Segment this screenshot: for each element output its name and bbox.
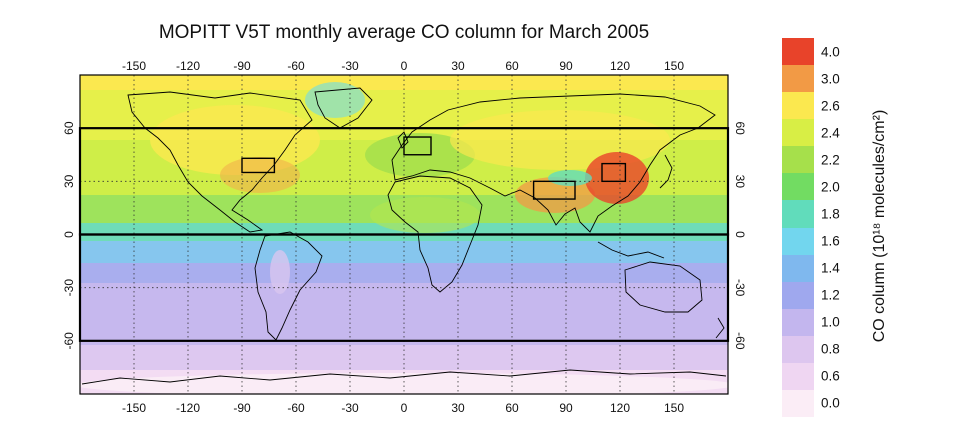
- tick-label: 150: [664, 401, 684, 415]
- coastline-africa: [387, 175, 483, 293]
- colorbar-label: 0.6: [821, 368, 840, 384]
- coastline-antarctica: [81, 369, 727, 385]
- colorbar-label: 0.8: [821, 341, 840, 357]
- colorbar-swatch: [782, 119, 814, 147]
- hotspot-north-america: [150, 105, 320, 175]
- hotspot-africa: [370, 197, 480, 233]
- tick-label: -120: [176, 401, 200, 415]
- tick-label: -120: [176, 59, 200, 73]
- tick-label: -60: [733, 332, 747, 350]
- tick-label: 30: [451, 401, 465, 415]
- tick-label: -90: [233, 401, 251, 415]
- coastline-greenland: [314, 87, 373, 129]
- antarctica-low: [80, 373, 728, 394]
- lon-ticks-bottom: -150 -120 -90 -60 -30 0 30 60 90 120 150: [122, 401, 684, 415]
- coastline-indonesia: [597, 241, 665, 259]
- coastline-eurasia: [391, 93, 716, 233]
- colorbar-label: 2.2: [821, 152, 840, 168]
- tick-label: 60: [505, 401, 519, 415]
- tick-label: 150: [664, 59, 684, 73]
- colorbar-label: 1.6: [821, 233, 840, 249]
- tick-label: -30: [733, 279, 747, 297]
- colorbar-swatch: [782, 146, 814, 174]
- tick-label: 60: [62, 121, 76, 135]
- band-arctic: [80, 75, 728, 90]
- band-high-south: [80, 345, 728, 370]
- tick-label: -60: [287, 401, 305, 415]
- hotspot-china: [585, 152, 649, 204]
- latitude-band-box: [78, 233, 730, 342]
- tick-label: 90: [559, 401, 573, 415]
- tick-label: -30: [341, 59, 359, 73]
- tick-label: 120: [610, 59, 630, 73]
- colorbar-label: 1.4: [821, 260, 840, 276]
- tick-label: -150: [122, 59, 146, 73]
- tick-label: -30: [62, 279, 76, 297]
- region-box: [403, 136, 432, 156]
- tick-label: 90: [559, 59, 573, 73]
- tick-label: 120: [610, 401, 630, 415]
- greenland-low: [305, 82, 365, 118]
- lon-ticks-top: -150 -120 -90 -60 -30 0 30 60 90 120 150: [122, 59, 684, 73]
- colorbar-swatch: [782, 362, 814, 391]
- colorbar-label: 1.0: [821, 314, 840, 330]
- region-box: [601, 162, 627, 183]
- coastlines: [81, 87, 727, 385]
- tick-label: -60: [287, 59, 305, 73]
- colorbar-label: 1.8: [821, 206, 840, 222]
- tick-label: 0: [401, 59, 408, 73]
- tick-label: 60: [733, 121, 747, 135]
- coastline-japan: [659, 154, 673, 189]
- lat-ticks-right: 60 30 0 -30 -60: [733, 121, 747, 349]
- coastline-new-zealand: [715, 317, 725, 339]
- tick-label: 30: [62, 174, 76, 188]
- region-boxes: [241, 136, 627, 200]
- colorbar-label: 1.2: [821, 287, 840, 303]
- colorbar-label: 2.4: [821, 125, 840, 141]
- tick-label: 60: [505, 59, 519, 73]
- colorbar-swatch: [782, 227, 814, 256]
- colorbar-swatch: [782, 308, 814, 337]
- tibet-low: [548, 170, 592, 186]
- colorbar-label: 2.6: [821, 98, 840, 114]
- colorbar-swatch: [782, 281, 814, 310]
- tick-label: -90: [233, 59, 251, 73]
- coastline-south-america: [254, 231, 323, 341]
- colorbar-swatch: [782, 92, 814, 120]
- tick-label: 30: [451, 59, 465, 73]
- colorbar-swatch: [782, 65, 814, 93]
- map-title: MOPITT V5T monthly average CO column for…: [158, 22, 650, 43]
- latitude-bands: [78, 127, 730, 342]
- tick-label: -30: [341, 401, 359, 415]
- colorbar-swatch: [782, 173, 814, 201]
- colorbar: [782, 38, 814, 418]
- colorbar-swatch: [782, 200, 814, 228]
- colorbar-swatch: [782, 254, 814, 283]
- tick-label: 0: [401, 401, 408, 415]
- coastline-uk: [397, 131, 409, 149]
- region-box: [241, 157, 276, 174]
- band-tropic-north: [80, 223, 728, 241]
- tick-label: 30: [733, 175, 747, 189]
- lat-ticks-left: 60 30 0 -30 -60: [62, 121, 76, 349]
- colorbar-label: 4.0: [821, 44, 840, 60]
- coastline-australia: [624, 261, 703, 313]
- colorbar-swatch: [782, 38, 814, 66]
- coastline-north-america: [127, 91, 313, 233]
- tick-label: 0: [62, 231, 76, 238]
- colorbar-label: 3.0: [821, 71, 840, 87]
- andes-low: [270, 250, 290, 294]
- colorbar-swatch: [782, 389, 814, 418]
- tick-label: -60: [62, 332, 76, 350]
- tick-label: 0: [733, 231, 747, 238]
- colorbar-label: 2.0: [821, 179, 840, 195]
- region-box: [532, 180, 576, 200]
- tick-label: -150: [122, 401, 146, 415]
- colorbar-swatch: [782, 335, 814, 364]
- colorbar-label: 0.0: [821, 395, 840, 411]
- hotspot-eastern-us: [220, 157, 300, 193]
